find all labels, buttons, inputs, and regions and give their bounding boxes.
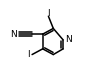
Text: I: I (47, 9, 50, 18)
Text: N: N (10, 30, 17, 39)
Text: I: I (27, 50, 30, 59)
Text: N: N (66, 35, 72, 44)
